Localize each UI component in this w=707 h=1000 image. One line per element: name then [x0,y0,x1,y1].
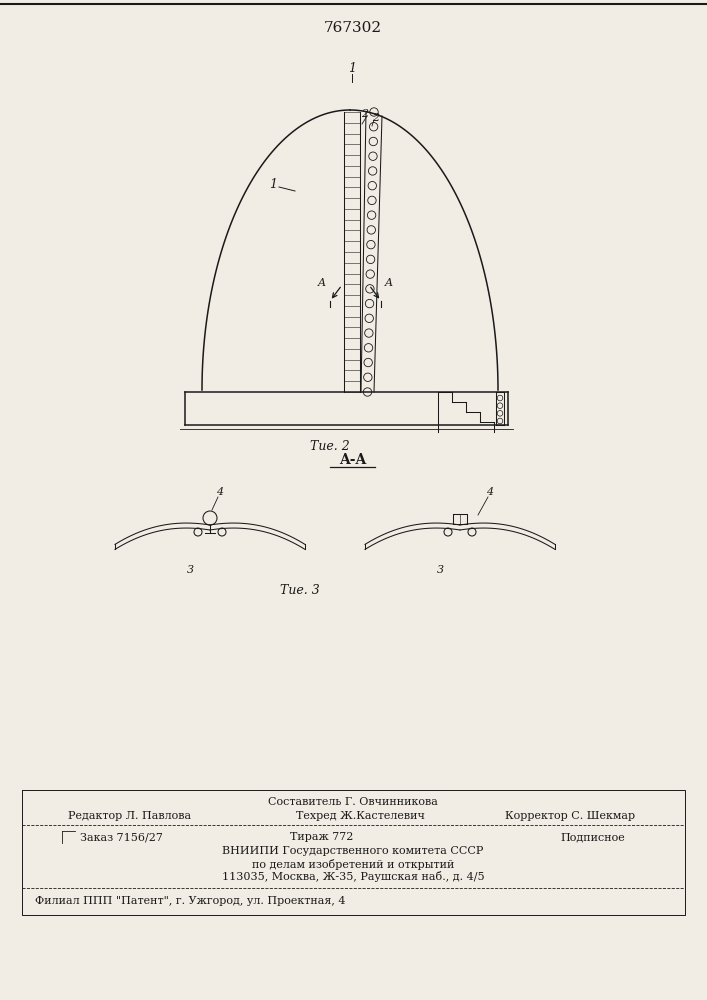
Text: 767302: 767302 [324,21,382,35]
Text: A: A [318,278,326,288]
Text: 3: 3 [187,565,194,575]
Text: 1: 1 [269,178,277,192]
Text: A-A: A-A [339,453,367,467]
Text: Заказ 7156/27: Заказ 7156/27 [80,832,163,842]
Text: по делам изобретений и открытий: по делам изобретений и открытий [252,858,454,869]
Text: Подписное: Подписное [560,832,625,842]
Text: 4: 4 [486,487,493,497]
Text: 1: 1 [348,62,356,75]
Text: Техред Ж.Кастелевич: Техред Ж.Кастелевич [296,811,424,821]
Text: Корректор С. Шекмар: Корректор С. Шекмар [505,811,635,821]
Text: 4: 4 [216,487,223,497]
Text: Τие. 2: Τие. 2 [310,440,350,454]
Text: Редактор Л. Павлова: Редактор Л. Павлова [69,811,192,821]
Text: 2: 2 [361,109,368,119]
Text: Филиал ППП "Патент", г. Ужгород, ул. Проектная, 4: Филиал ППП "Патент", г. Ужгород, ул. Про… [35,896,346,906]
Text: 113035, Москва, Ж-35, Раушская наб., д. 4/5: 113035, Москва, Ж-35, Раушская наб., д. … [222,871,484,882]
Text: Составитель Г. Овчинникова: Составитель Г. Овчинникова [268,797,438,807]
Text: ВНИИПИ Государственного комитета СССР: ВНИИПИ Государственного комитета СССР [222,846,484,856]
Text: 2: 2 [373,113,380,123]
Text: 3: 3 [436,565,443,575]
Text: Тираж 772: Тираж 772 [290,832,354,842]
Text: A: A [385,278,393,288]
Text: Τие. 3: Τие. 3 [280,584,320,596]
